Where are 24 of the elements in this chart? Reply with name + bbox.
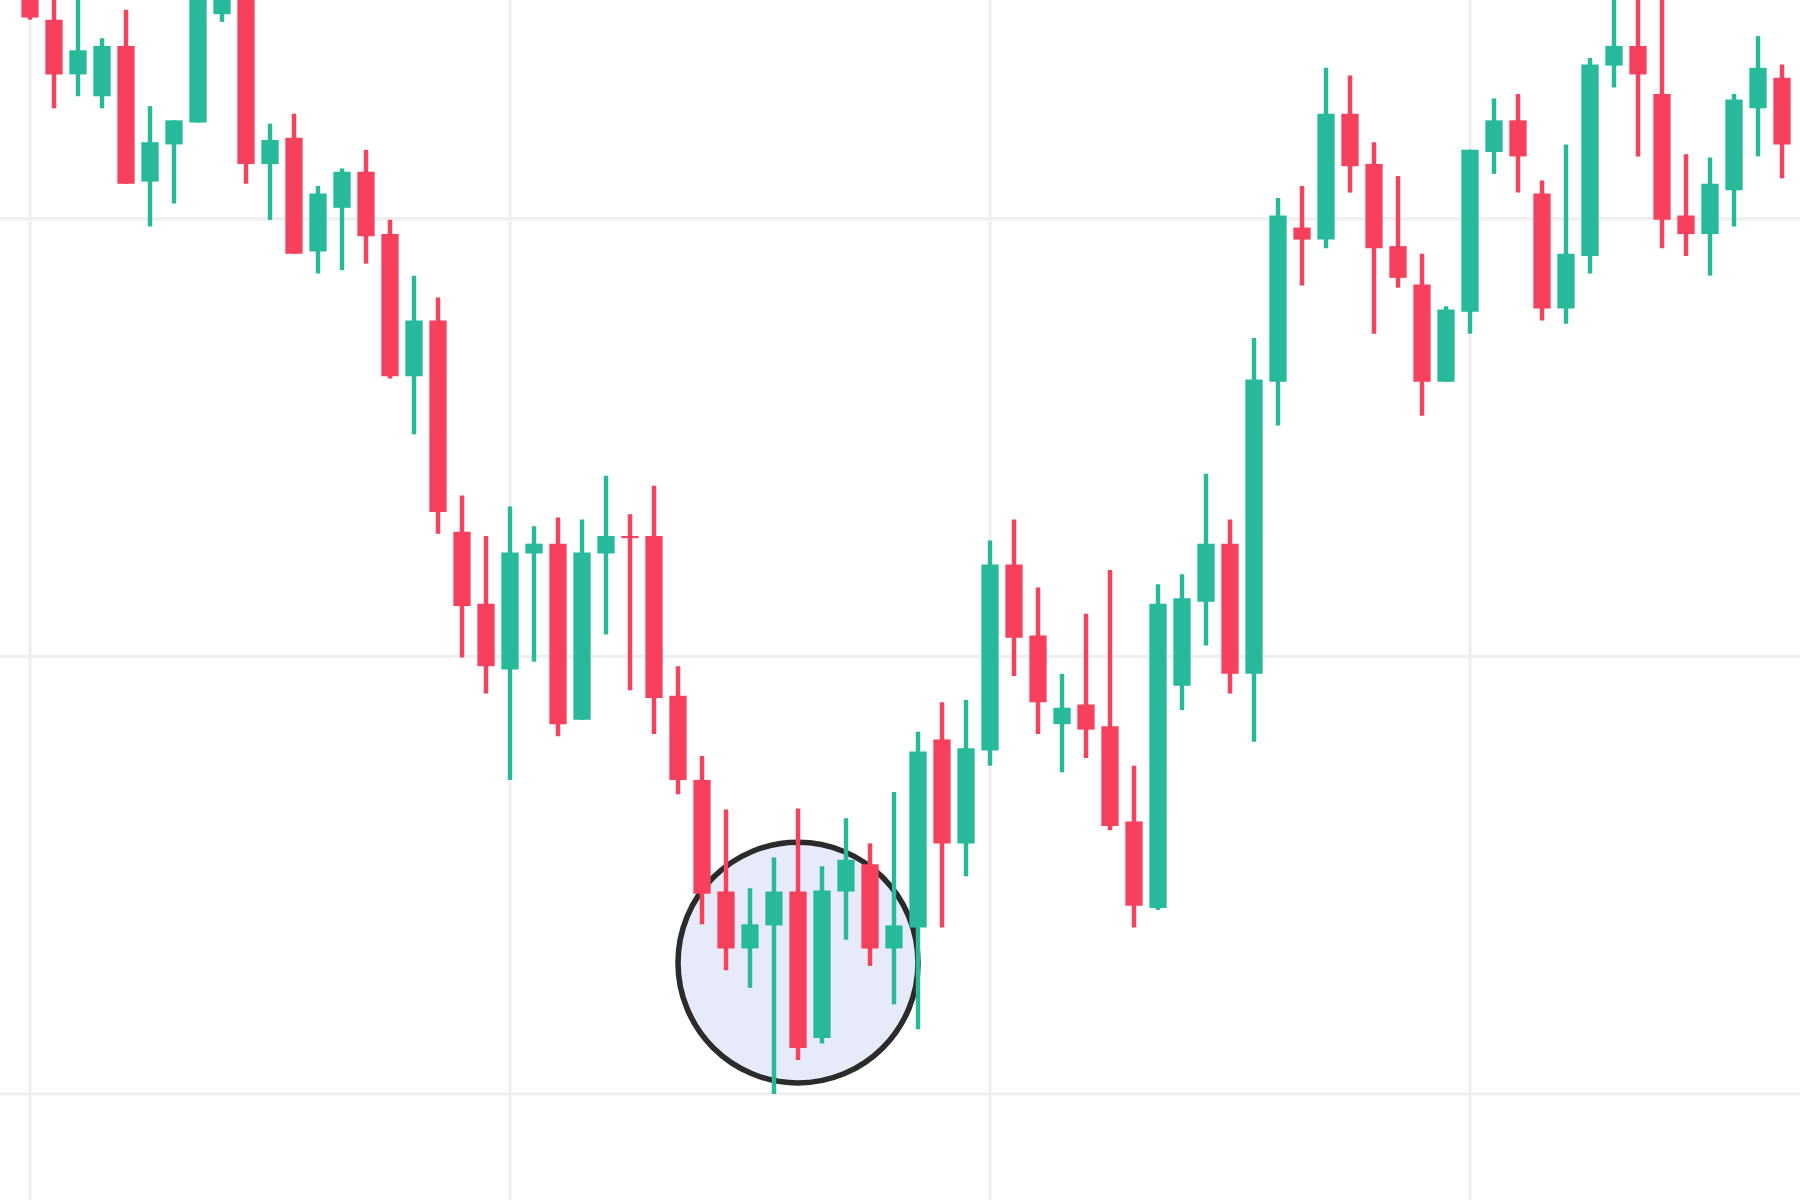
candlestick <box>141 103 159 229</box>
candlestick <box>1629 0 1647 159</box>
candlestick <box>525 523 543 665</box>
candlestick <box>837 816 855 942</box>
candlestick <box>1749 33 1767 159</box>
candlestick <box>741 886 759 990</box>
candlestick <box>885 789 903 1007</box>
candlestick <box>1077 611 1095 761</box>
candlestick <box>1053 671 1071 775</box>
candlestick <box>1509 91 1527 195</box>
candlestick <box>1605 0 1623 90</box>
candlestick <box>1485 96 1503 177</box>
candlestick <box>261 121 279 223</box>
candlestick <box>597 473 615 637</box>
candlestick <box>165 118 183 206</box>
candlestick <box>621 511 639 693</box>
candlestick <box>213 0 231 25</box>
candlestick <box>1677 152 1695 259</box>
candlestick <box>1293 183 1311 288</box>
candlestick <box>21 0 39 22</box>
candlestick <box>765 855 783 1097</box>
candlestick <box>69 0 87 99</box>
candlestick <box>333 166 351 273</box>
candlestick <box>1389 173 1407 290</box>
